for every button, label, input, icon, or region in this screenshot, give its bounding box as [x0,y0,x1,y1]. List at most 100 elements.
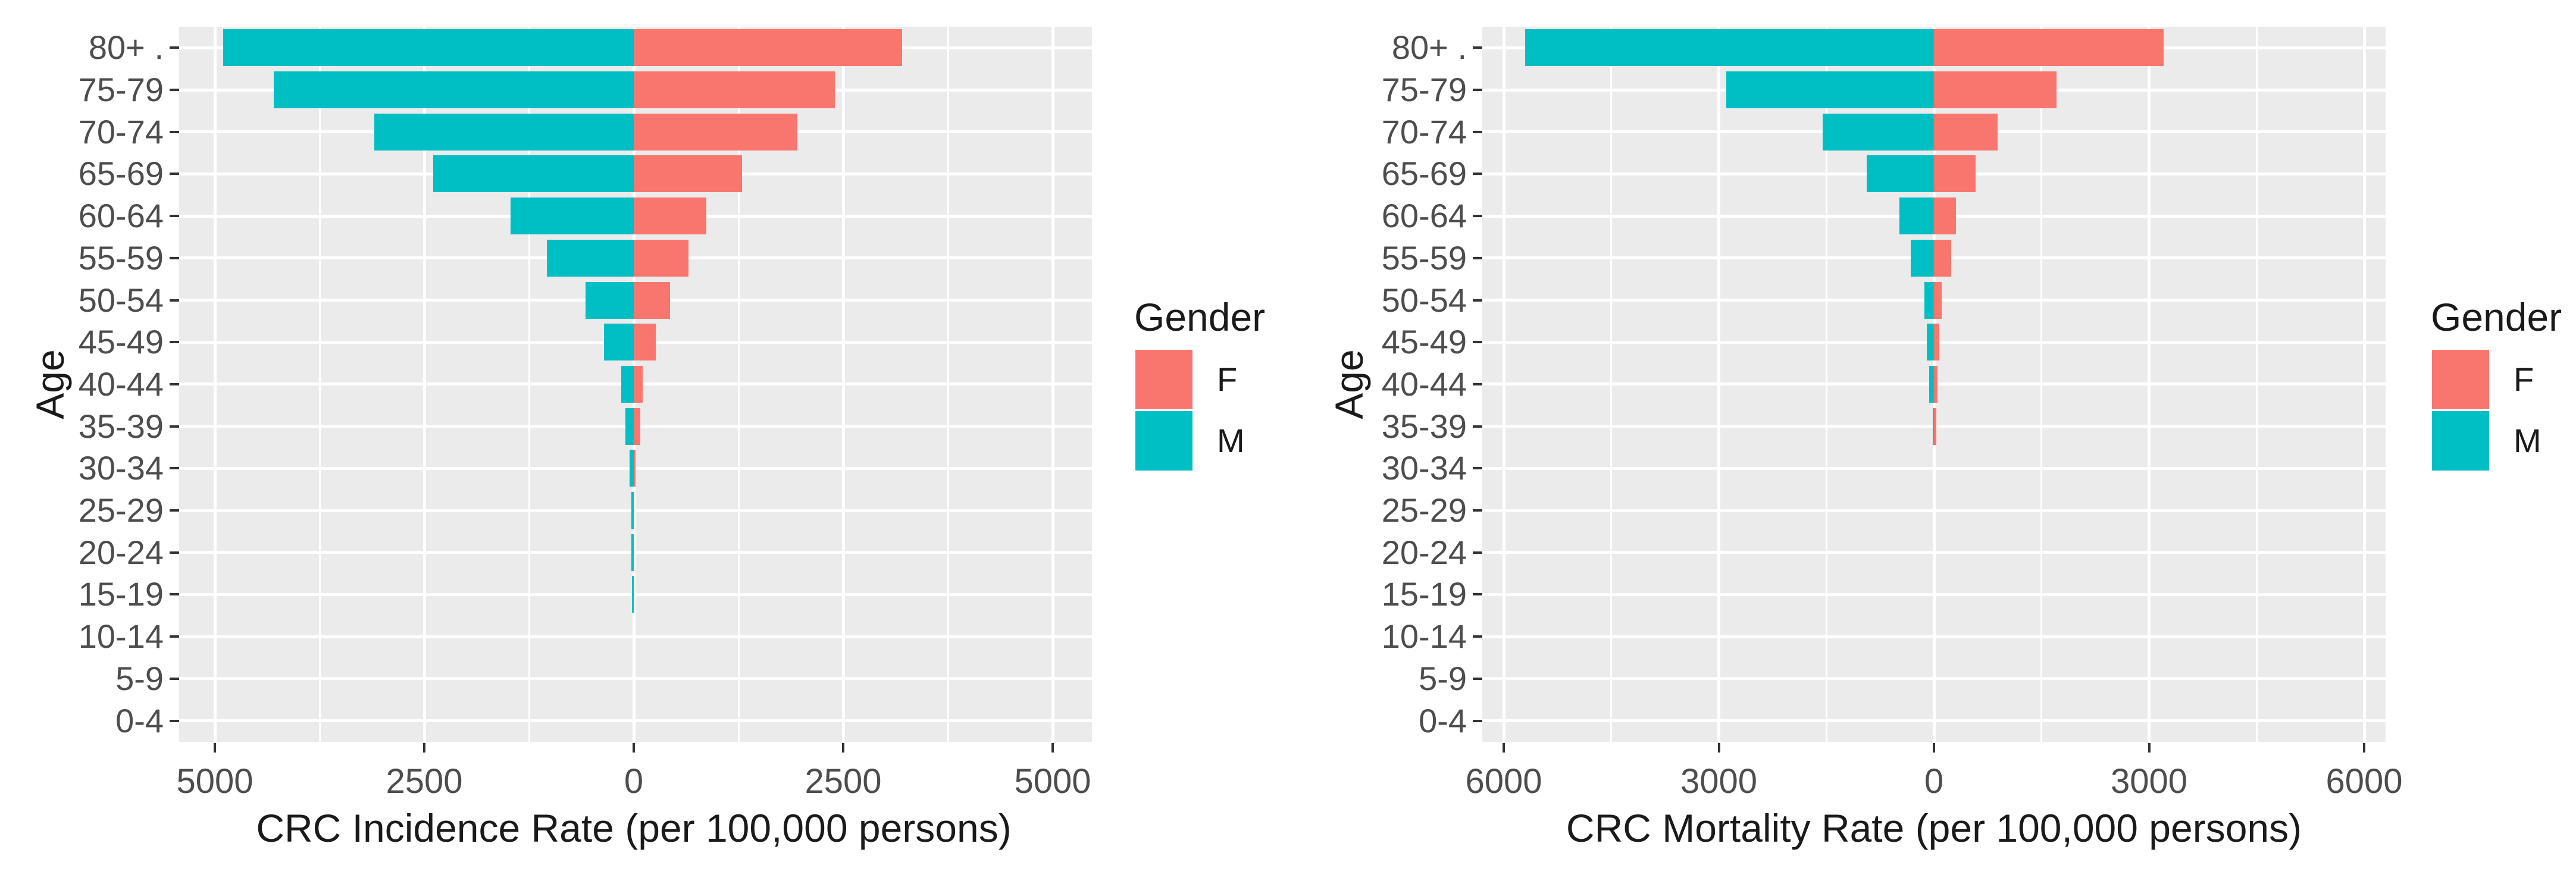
mortality-x-tick-label: 6000 [2325,762,2403,801]
mortality-y-tickmark [1473,383,1482,385]
incidence-bar-m-75-79 [273,71,634,109]
incidence-legend-title: Gender [1134,295,1266,339]
incidence-y-tick-label: 65-69 [78,155,164,193]
incidence-y-tickmark [170,299,179,302]
mortality-bar-m-50-54 [1924,281,1934,319]
mortality-y-tickmark [1473,215,1482,218]
mortality-bar-f-70-74 [1934,113,1998,151]
incidence-y-tick-label: 30-34 [78,449,164,487]
incidence-legend-label-f: F [1217,360,1238,398]
incidence-bar-m-45-49 [604,324,634,361]
mortality-y-tickmark [1473,341,1482,344]
mortality-y-axis-title: Age [1327,349,1371,419]
mortality-x-tick-label: 0 [1924,762,1944,801]
incidence-bar-f-35-39 [634,407,640,445]
incidence-bar-f-80+ . [634,29,902,67]
mortality-x-tick-label: 3000 [2110,762,2188,801]
incidence-y-tickmark [170,593,179,596]
incidence-y-tickmark [170,89,179,92]
incidence-bar-m-70-74 [374,113,634,151]
mortality-bar-m-40-44 [1929,365,1934,403]
incidence-y-tick-label: 45-49 [78,323,164,361]
incidence-major-gridline-y [179,719,1092,723]
incidence-y-tick-label: 40-44 [78,365,164,403]
incidence-x-tickmark [633,742,635,753]
incidence-legend-label-m: M [1217,422,1245,459]
incidence-y-tick-label: 10-14 [78,617,164,656]
incidence-y-tickmark [170,130,179,133]
incidence-bar-f-50-54 [634,281,670,319]
incidence-bar-m-40-44 [621,365,634,403]
mortality-x-tickmark [1503,742,1505,753]
incidence-y-tickmark [170,425,179,428]
incidence-bar-m-35-39 [625,407,634,445]
mortality-y-tick-label: 25-29 [1381,491,1467,529]
mortality-y-tickmark [1473,299,1482,302]
incidence-bar-m-60-64 [511,197,634,235]
incidence-y-tickmark [170,341,179,344]
incidence-y-tick-label: 70-74 [78,112,164,151]
incidence-bar-f-30-34 [634,450,636,487]
mortality-y-tick-label: 20-24 [1381,533,1467,571]
mortality-bar-f-75-79 [1934,71,2057,109]
mortality-legend-label-m: M [2514,422,2541,459]
mortality-y-tickmark [1473,425,1482,428]
mortality-y-tick-label: 50-54 [1381,281,1467,319]
mortality-y-tickmark [1473,551,1482,554]
mortality-y-tick-label: 35-39 [1381,407,1467,445]
incidence-x-tickmark [214,742,216,753]
incidence-major-gridline-y [179,509,1092,512]
mortality-y-tick-label: 55-59 [1381,239,1467,277]
mortality-major-gridline-y [1482,635,2386,638]
mortality-x-axis-title: CRC Mortality Rate (per 100,000 persons) [1566,806,2302,850]
mortality-y-tickmark [1473,89,1482,92]
incidence-y-tickmark [170,383,179,385]
incidence-y-tickmark [170,256,179,259]
mortality-major-gridline-y [1482,466,2386,470]
incidence-legend-swatch-f [1135,350,1192,409]
incidence-y-tickmark [170,215,179,218]
mortality-y-tickmark [1473,46,1482,49]
incidence-bar-f-45-49 [634,324,656,361]
incidence-y-tick-label: 75-79 [78,71,164,109]
incidence-y-tickmark [170,509,179,512]
incidence-y-tick-label: 60-64 [78,197,164,235]
incidence-bar-m-15-19 [632,576,634,613]
incidence-y-axis-title: Age [28,349,72,419]
mortality-x-tickmark [2363,742,2365,753]
mortality-legend-swatch-f [2432,350,2489,409]
mortality-bar-f-60-64 [1934,197,1957,235]
incidence-x-tick-label: 2500 [386,762,463,801]
incidence-bar-f-65-69 [634,155,742,193]
mortality-y-tick-label: 5-9 [1419,659,1467,697]
mortality-bar-f-35-39 [1934,407,1936,445]
incidence-bar-m-65-69 [433,155,634,193]
incidence-bar-f-70-74 [634,113,797,151]
mortality-y-tick-label: 30-34 [1381,449,1467,487]
mortality-legend-label-f: F [2514,360,2534,398]
mortality-bar-m-55-59 [1911,239,1934,277]
incidence-y-tickmark [170,467,179,470]
mortality-y-tick-label: 70-74 [1381,112,1467,151]
incidence-y-tick-label: 15-19 [78,575,164,613]
mortality-y-tickmark [1473,256,1482,259]
mortality-bar-m-70-74 [1823,113,1934,151]
mortality-x-tick-label: 3000 [1680,762,1758,801]
mortality-y-tick-label: 10-14 [1381,617,1467,656]
mortality-y-tickmark [1473,719,1482,722]
mortality-bar-f-80+ . [1934,29,2164,67]
mortality-x-tickmark [2148,742,2151,753]
mortality-y-tickmark [1473,130,1482,133]
incidence-y-tickmark [170,719,179,722]
mortality-bar-f-65-69 [1934,155,1976,193]
incidence-y-tick-label: 5-9 [115,659,164,697]
mortality-y-tickmark [1473,509,1482,512]
incidence-bar-m-30-34 [629,450,634,487]
mortality-y-tickmark [1473,677,1482,680]
incidence-x-tick-label: 5000 [176,762,253,801]
incidence-major-gridline-y [179,592,1092,596]
incidence-y-tickmark [170,173,179,175]
mortality-bar-m-75-79 [1726,71,1934,109]
incidence-y-tick-label: 80+ . [88,29,164,67]
